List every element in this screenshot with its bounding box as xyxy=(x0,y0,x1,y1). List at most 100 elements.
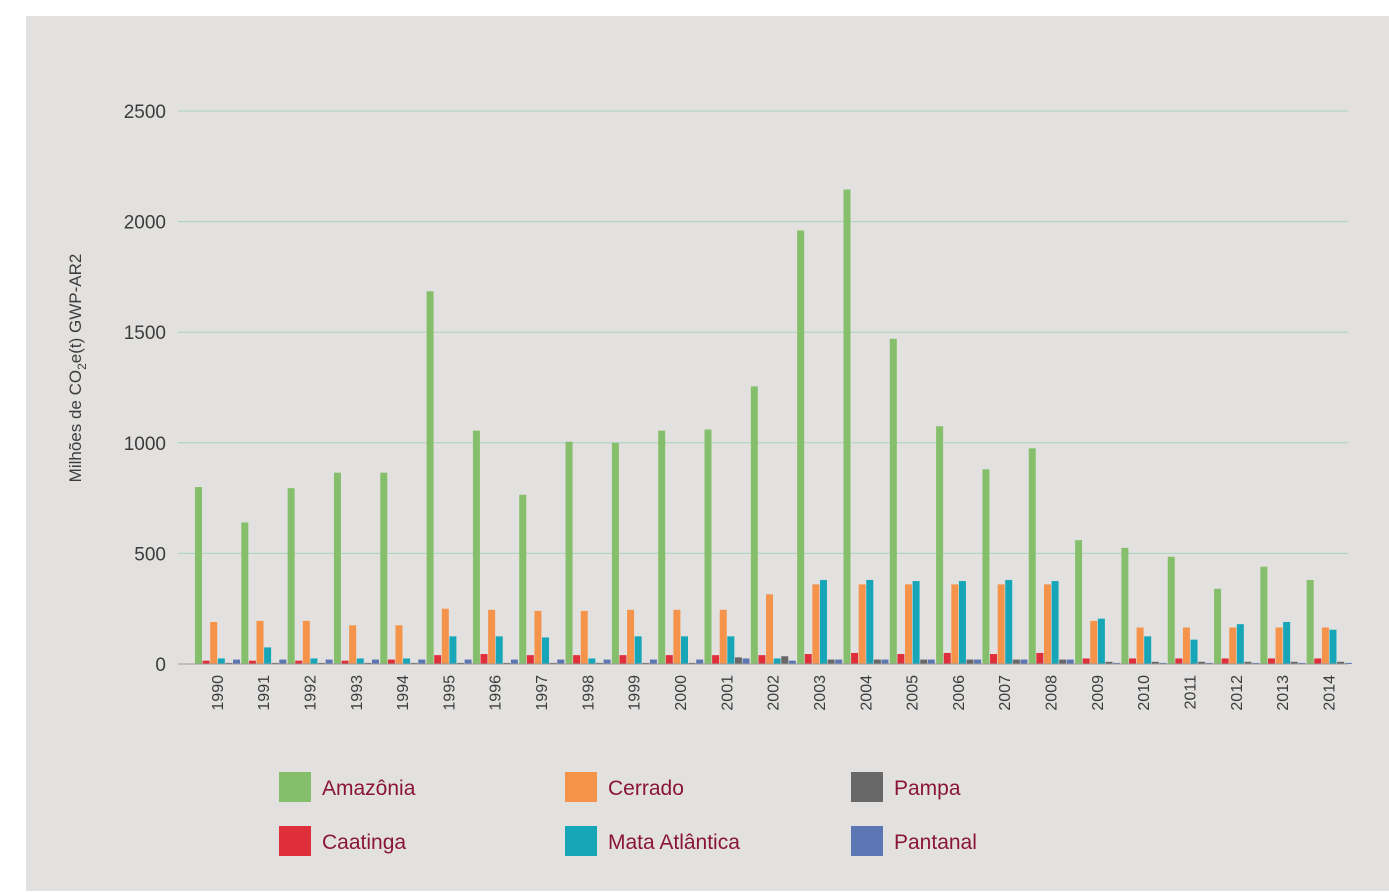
bar-cerrado-2005 xyxy=(905,584,912,664)
bar-caatinga-1995 xyxy=(434,655,442,664)
bar-pantanal-2009 xyxy=(1113,662,1121,664)
legend-swatch xyxy=(565,772,597,802)
y-axis-label-prefix: Milhões de CO xyxy=(66,370,85,482)
grid-lines xyxy=(178,110,1348,554)
legend-label: Amazônia xyxy=(322,777,416,800)
bar-pantanal-2006 xyxy=(974,659,982,664)
bar-mata-atl-ntica-2006 xyxy=(958,581,966,664)
bar-cerrado-2012 xyxy=(1229,627,1237,664)
bar-caatinga-2012 xyxy=(1221,658,1229,664)
bar-pampa-2001 xyxy=(734,657,742,664)
x-tick-label: 2010 xyxy=(1136,675,1153,711)
bar-amaz-nia-1995 xyxy=(426,291,434,664)
bar-cerrado-2013 xyxy=(1275,627,1283,664)
bar-cerrado-1995 xyxy=(441,608,449,664)
x-tick-labels: 1990 1991 1992 1993 1994 1995 1996 1997 1998 1999… xyxy=(210,675,1339,711)
bar-pampa-1990 xyxy=(225,662,233,664)
bar-amaz-nia-1993 xyxy=(333,472,341,664)
bar-amaz-nia-2013 xyxy=(1260,566,1268,664)
bar-cerrado-2011 xyxy=(1182,627,1190,664)
bar-cerrado-1999 xyxy=(627,609,635,664)
bar-caatinga-1992 xyxy=(295,660,303,664)
bar-pampa-2011 xyxy=(1198,661,1206,664)
bar-amaz-nia-2010 xyxy=(1121,547,1129,664)
legend-label: Caatinga xyxy=(322,831,406,854)
bar-caatinga-2011 xyxy=(1175,658,1183,664)
bar-pantanal-2000 xyxy=(696,659,704,664)
bar-pampa-1996 xyxy=(503,662,511,664)
bar-caatinga-2009 xyxy=(1082,658,1090,664)
bar-mata-atl-ntica-1999 xyxy=(634,636,642,664)
bar-amaz-nia-2009 xyxy=(1075,540,1083,664)
bar-pampa-2004 xyxy=(873,659,881,664)
bar-cerrado-1993 xyxy=(349,625,357,664)
bar-cerrado-2003 xyxy=(812,584,820,664)
x-tick-label: 1992 xyxy=(302,675,319,711)
x-tick-label: 2007 xyxy=(997,675,1014,711)
bar-amaz-nia-1990 xyxy=(195,487,202,664)
bar-pampa-1999 xyxy=(642,662,650,664)
x-tick-label: 2009 xyxy=(1090,675,1107,711)
bar-amaz-nia-2011 xyxy=(1167,556,1175,664)
y-tick-labels: 0 500 1000 1500 2000 2500 xyxy=(124,102,166,676)
bar-amaz-nia-2008 xyxy=(1028,448,1036,664)
bar-pantanal-2003 xyxy=(835,659,843,664)
x-tick-label: 2006 xyxy=(951,675,968,711)
bar-mata-atl-ntica-1990 xyxy=(217,658,225,664)
bar-caatinga-1997 xyxy=(526,655,534,664)
x-tick-label: 1990 xyxy=(210,675,227,711)
bar-amaz-nia-2012 xyxy=(1214,588,1222,664)
x-tick-label: 2012 xyxy=(1229,675,1246,711)
bar-pantanal-2004 xyxy=(881,659,889,664)
x-tick-label: 1994 xyxy=(395,675,412,711)
bar-caatinga-2003 xyxy=(804,654,812,664)
x-tick-label: 1995 xyxy=(441,675,458,711)
bar-mata-atl-ntica-2004 xyxy=(866,579,874,664)
bar-mata-atl-ntica-2001 xyxy=(727,636,735,664)
bar-mata-atl-ntica-2013 xyxy=(1283,621,1291,664)
x-tick-label: 1998 xyxy=(580,675,597,711)
y-tick-label: 0 xyxy=(155,655,166,676)
bar-caatinga-2008 xyxy=(1036,652,1044,664)
bar-mata-atl-ntica-1991 xyxy=(264,647,272,664)
bar-mata-atl-ntica-2010 xyxy=(1144,636,1152,664)
bar-pantanal-2011 xyxy=(1205,662,1213,664)
legend-label: Pantanal xyxy=(894,831,977,854)
bar-caatinga-2007 xyxy=(990,654,998,664)
bar-pampa-1994 xyxy=(410,662,418,664)
bar-amaz-nia-1991 xyxy=(241,522,249,664)
bar-amaz-nia-2004 xyxy=(843,189,851,664)
bar-amaz-nia-2001 xyxy=(704,429,712,664)
bar-pantanal-1997 xyxy=(557,659,565,664)
bar-mata-atl-ntica-2000 xyxy=(681,636,688,664)
bar-pampa-1998 xyxy=(595,662,603,664)
y-axis-label: Milhões de CO2e(t) GWP-AR2 xyxy=(66,254,89,483)
x-tick-label: 1996 xyxy=(488,675,505,711)
bar-pantanal-1996 xyxy=(510,659,518,664)
bar-mata-atl-ntica-2014 xyxy=(1329,629,1337,664)
bar-cerrado-1997 xyxy=(534,610,542,664)
bar-pampa-2010 xyxy=(1151,661,1159,664)
bar-pantanal-2005 xyxy=(927,659,935,664)
bar-caatinga-2001 xyxy=(712,655,720,664)
bar-mata-atl-ntica-2007 xyxy=(1005,579,1013,664)
bar-pampa-2014 xyxy=(1337,661,1345,664)
bar-caatinga-1998 xyxy=(573,655,581,664)
bar-pampa-2006 xyxy=(966,659,974,664)
y-axis-label-suffix: e(t) GWP-AR2 xyxy=(66,254,85,364)
bar-caatinga-2004 xyxy=(851,652,859,664)
bar-pampa-1992 xyxy=(318,662,326,664)
bar-amaz-nia-1998 xyxy=(565,441,573,664)
y-tick-label: 2500 xyxy=(124,102,166,123)
bar-mata-atl-ntica-2011 xyxy=(1190,639,1198,664)
bar-mata-atl-ntica-2005 xyxy=(912,581,920,664)
bar-caatinga-1993 xyxy=(341,660,349,664)
bar-pampa-1995 xyxy=(457,662,464,664)
bar-pampa-2009 xyxy=(1105,661,1113,664)
legend-label: Mata Atlântica xyxy=(608,831,740,854)
bar-mata-atl-ntica-1994 xyxy=(403,658,411,664)
y-tick-label: 2000 xyxy=(124,213,166,234)
bar-pantanal-2008 xyxy=(1066,659,1074,664)
x-tick-label: 1997 xyxy=(534,675,551,711)
x-tick-label: 2000 xyxy=(673,675,690,711)
